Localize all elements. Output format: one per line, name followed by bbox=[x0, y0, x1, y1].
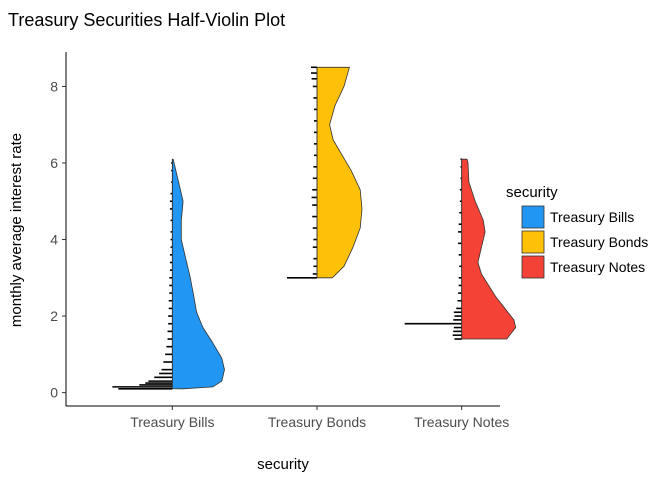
series-treasury-notes bbox=[404, 158, 517, 340]
y-tick-label: 4 bbox=[50, 232, 58, 248]
legend-title: security bbox=[506, 184, 558, 201]
legend-label: Treasury Notes bbox=[550, 259, 645, 275]
legend-key-treasury-bonds bbox=[521, 230, 545, 254]
legend: security Treasury Bills Treasury Bonds Tre… bbox=[506, 184, 648, 279]
legend-label: Treasury Bonds bbox=[550, 234, 648, 250]
legend-label: Treasury Bills bbox=[550, 209, 634, 225]
y-tick-label: 2 bbox=[50, 308, 58, 324]
x-tick-label: Treasury Bonds bbox=[268, 414, 366, 430]
x-axis-ticks: Treasury Bills Treasury Bonds Treasury Not… bbox=[130, 406, 509, 430]
y-tick-label: 0 bbox=[50, 385, 58, 401]
violin-treasury-notes bbox=[461, 158, 517, 340]
series-treasury-bills bbox=[112, 158, 225, 390]
y-axis-ticks: 0 2 4 6 8 bbox=[50, 78, 66, 401]
y-tick-label: 6 bbox=[50, 155, 58, 171]
y-axis-title: monthly average interest rate bbox=[8, 133, 25, 327]
x-axis-title: security bbox=[257, 456, 309, 473]
chart-title: Treasury Securities Half-Violin Plot bbox=[8, 10, 285, 30]
violin-treasury-bonds bbox=[316, 66, 363, 279]
legend-key-treasury-bills bbox=[521, 205, 545, 229]
violin-treasury-bills bbox=[171, 158, 225, 390]
series-treasury-bonds bbox=[287, 66, 363, 279]
plot-area bbox=[112, 66, 517, 390]
legend-key-treasury-notes bbox=[521, 255, 545, 279]
y-tick-label: 8 bbox=[50, 78, 58, 94]
x-tick-label: Treasury Notes bbox=[414, 414, 509, 430]
x-tick-label: Treasury Bills bbox=[130, 414, 214, 430]
